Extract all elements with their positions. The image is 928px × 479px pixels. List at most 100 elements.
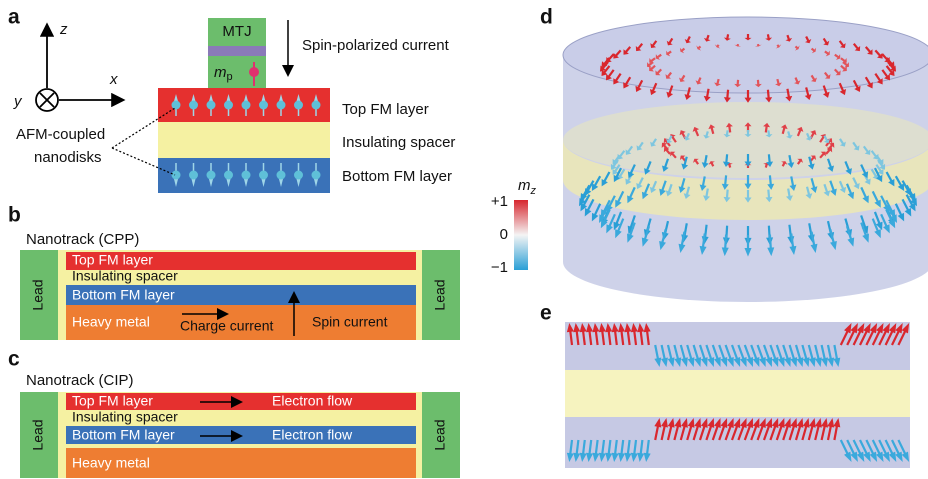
moment-dot bbox=[249, 67, 259, 77]
spin-head bbox=[777, 357, 785, 367]
spin bbox=[852, 141, 859, 149]
spin bbox=[852, 329, 863, 346]
spin bbox=[728, 125, 732, 133]
spin-head bbox=[637, 452, 645, 462]
spin-head bbox=[694, 418, 702, 428]
spin-head bbox=[759, 418, 766, 429]
spin bbox=[897, 439, 907, 456]
spin bbox=[834, 53, 840, 59]
spin-head bbox=[694, 357, 702, 367]
spin bbox=[607, 53, 615, 61]
spin-dot bbox=[241, 170, 251, 180]
spin bbox=[767, 154, 771, 164]
spin-head bbox=[687, 357, 695, 367]
spin-head bbox=[615, 199, 622, 208]
spin-head bbox=[888, 451, 897, 462]
spin-head bbox=[759, 356, 766, 367]
spin-head bbox=[842, 66, 847, 72]
spin-head bbox=[876, 451, 884, 462]
spin bbox=[781, 162, 786, 167]
spin bbox=[620, 439, 625, 456]
spin-head bbox=[681, 357, 688, 367]
spin bbox=[871, 218, 880, 233]
spin bbox=[667, 135, 673, 142]
spin-head bbox=[723, 37, 731, 41]
spin-head bbox=[659, 188, 666, 196]
spin-head bbox=[611, 323, 619, 333]
spin-head bbox=[789, 245, 797, 255]
spin-head bbox=[723, 134, 731, 138]
spin bbox=[718, 424, 726, 441]
spin-head bbox=[313, 177, 319, 187]
spin bbox=[656, 68, 663, 75]
spin bbox=[865, 439, 875, 456]
spin bbox=[725, 154, 729, 164]
spin bbox=[881, 69, 889, 78]
spin bbox=[586, 180, 595, 192]
spin bbox=[628, 186, 636, 199]
spin bbox=[762, 424, 771, 441]
spin-head bbox=[655, 54, 660, 60]
spin-head bbox=[863, 451, 871, 462]
spin bbox=[769, 344, 777, 361]
spin-head bbox=[765, 418, 773, 428]
spin-head bbox=[805, 193, 813, 200]
spin bbox=[620, 329, 625, 346]
spin bbox=[894, 175, 903, 188]
panel-label: b bbox=[8, 204, 21, 227]
spin-head bbox=[744, 134, 752, 137]
spin bbox=[643, 183, 651, 196]
lead-label: Lead bbox=[432, 419, 448, 450]
spin bbox=[680, 74, 686, 81]
spin-head bbox=[842, 57, 847, 64]
spin-head bbox=[904, 208, 912, 217]
colorbar-tick: 0 bbox=[500, 226, 508, 243]
spin bbox=[728, 163, 732, 168]
spin bbox=[686, 344, 693, 361]
spin bbox=[651, 138, 658, 145]
spin-head bbox=[876, 78, 883, 85]
spin bbox=[787, 131, 791, 137]
lead bbox=[422, 392, 460, 478]
axes bbox=[35, 22, 126, 112]
spin-head bbox=[681, 163, 689, 170]
spin bbox=[786, 88, 791, 98]
spin bbox=[870, 168, 878, 178]
spin bbox=[581, 439, 586, 456]
spin-head bbox=[744, 37, 752, 41]
spin-head bbox=[613, 174, 620, 183]
spin-head bbox=[601, 61, 608, 68]
spin-head bbox=[883, 224, 890, 234]
spin-head bbox=[579, 452, 587, 462]
spin bbox=[673, 424, 680, 441]
spin-head bbox=[821, 357, 829, 367]
spin bbox=[878, 439, 888, 456]
spin bbox=[838, 82, 845, 93]
spin bbox=[716, 78, 720, 85]
spin bbox=[905, 194, 914, 207]
spin-head bbox=[708, 124, 716, 130]
spin bbox=[718, 344, 726, 361]
spin bbox=[601, 439, 606, 456]
spin bbox=[814, 424, 821, 441]
spin-head bbox=[864, 178, 871, 185]
spin-head bbox=[767, 247, 775, 257]
spin-head bbox=[650, 141, 657, 147]
spin bbox=[810, 231, 816, 247]
spin-head bbox=[723, 196, 731, 203]
spin-head bbox=[739, 356, 747, 367]
spin-head bbox=[703, 37, 711, 42]
spin-head bbox=[599, 214, 606, 223]
subscript: z bbox=[530, 185, 537, 197]
spin-head bbox=[901, 323, 910, 334]
spin-head bbox=[796, 418, 804, 428]
spin bbox=[891, 329, 901, 346]
spin bbox=[656, 53, 662, 59]
spin bbox=[660, 424, 667, 441]
spin-dot bbox=[259, 100, 268, 110]
axis-label: y bbox=[13, 93, 23, 110]
spin-head bbox=[765, 37, 773, 41]
spin-head bbox=[630, 452, 638, 462]
spin bbox=[666, 424, 673, 441]
